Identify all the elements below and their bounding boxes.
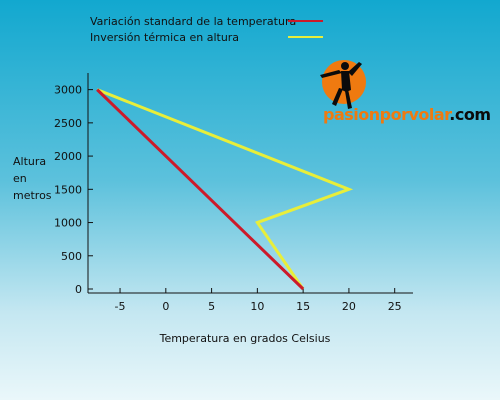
x-tick-label: 25 [388, 300, 402, 313]
jumping-person-icon [320, 62, 362, 109]
axes: 0 500 1000 1500 2000 2500 3000 -5 0 5 10 15 20 25 [54, 73, 413, 313]
y-tick-label: 0 [75, 283, 82, 296]
y-tick-label: 2500 [54, 117, 82, 130]
legend: Variación standard de la temperatura Inve… [90, 15, 323, 44]
x-tick-label: 5 [208, 300, 215, 313]
x-tick-label: 0 [162, 300, 169, 313]
x-tick-label: 20 [342, 300, 356, 313]
x-tick-label: 15 [296, 300, 310, 313]
legend-label: Inversión térmica en altura [90, 31, 239, 44]
y-tick-label: 3000 [54, 84, 82, 97]
x-axis-title: Temperatura en grados Celsius [159, 332, 331, 345]
y-tick-label: 500 [61, 250, 82, 263]
y-axis-title: Altura en metros [13, 153, 83, 204]
logo-tld: .com [449, 105, 491, 124]
logo-brand: pasionporvolar [323, 105, 450, 124]
series-line [96, 88, 305, 291]
x-tick-label: 10 [250, 300, 264, 313]
y-tick-label: 1000 [54, 217, 82, 230]
y-axis-title-line: Altura [13, 155, 47, 168]
series-layer [96, 88, 354, 291]
y-axis-title-line: metros [13, 189, 52, 202]
series-line [96, 88, 354, 290]
legend-label: Variación standard de la temperatura [90, 15, 296, 28]
y-tick-label: 1500 [54, 183, 82, 196]
y-tick-label: 2000 [54, 150, 82, 163]
pasionporvolar-logo [320, 60, 366, 109]
x-tick-label: -5 [115, 300, 126, 313]
logo-wordmark: pasionporvolar.com [323, 105, 491, 124]
y-axis-title-line: en [13, 172, 27, 185]
